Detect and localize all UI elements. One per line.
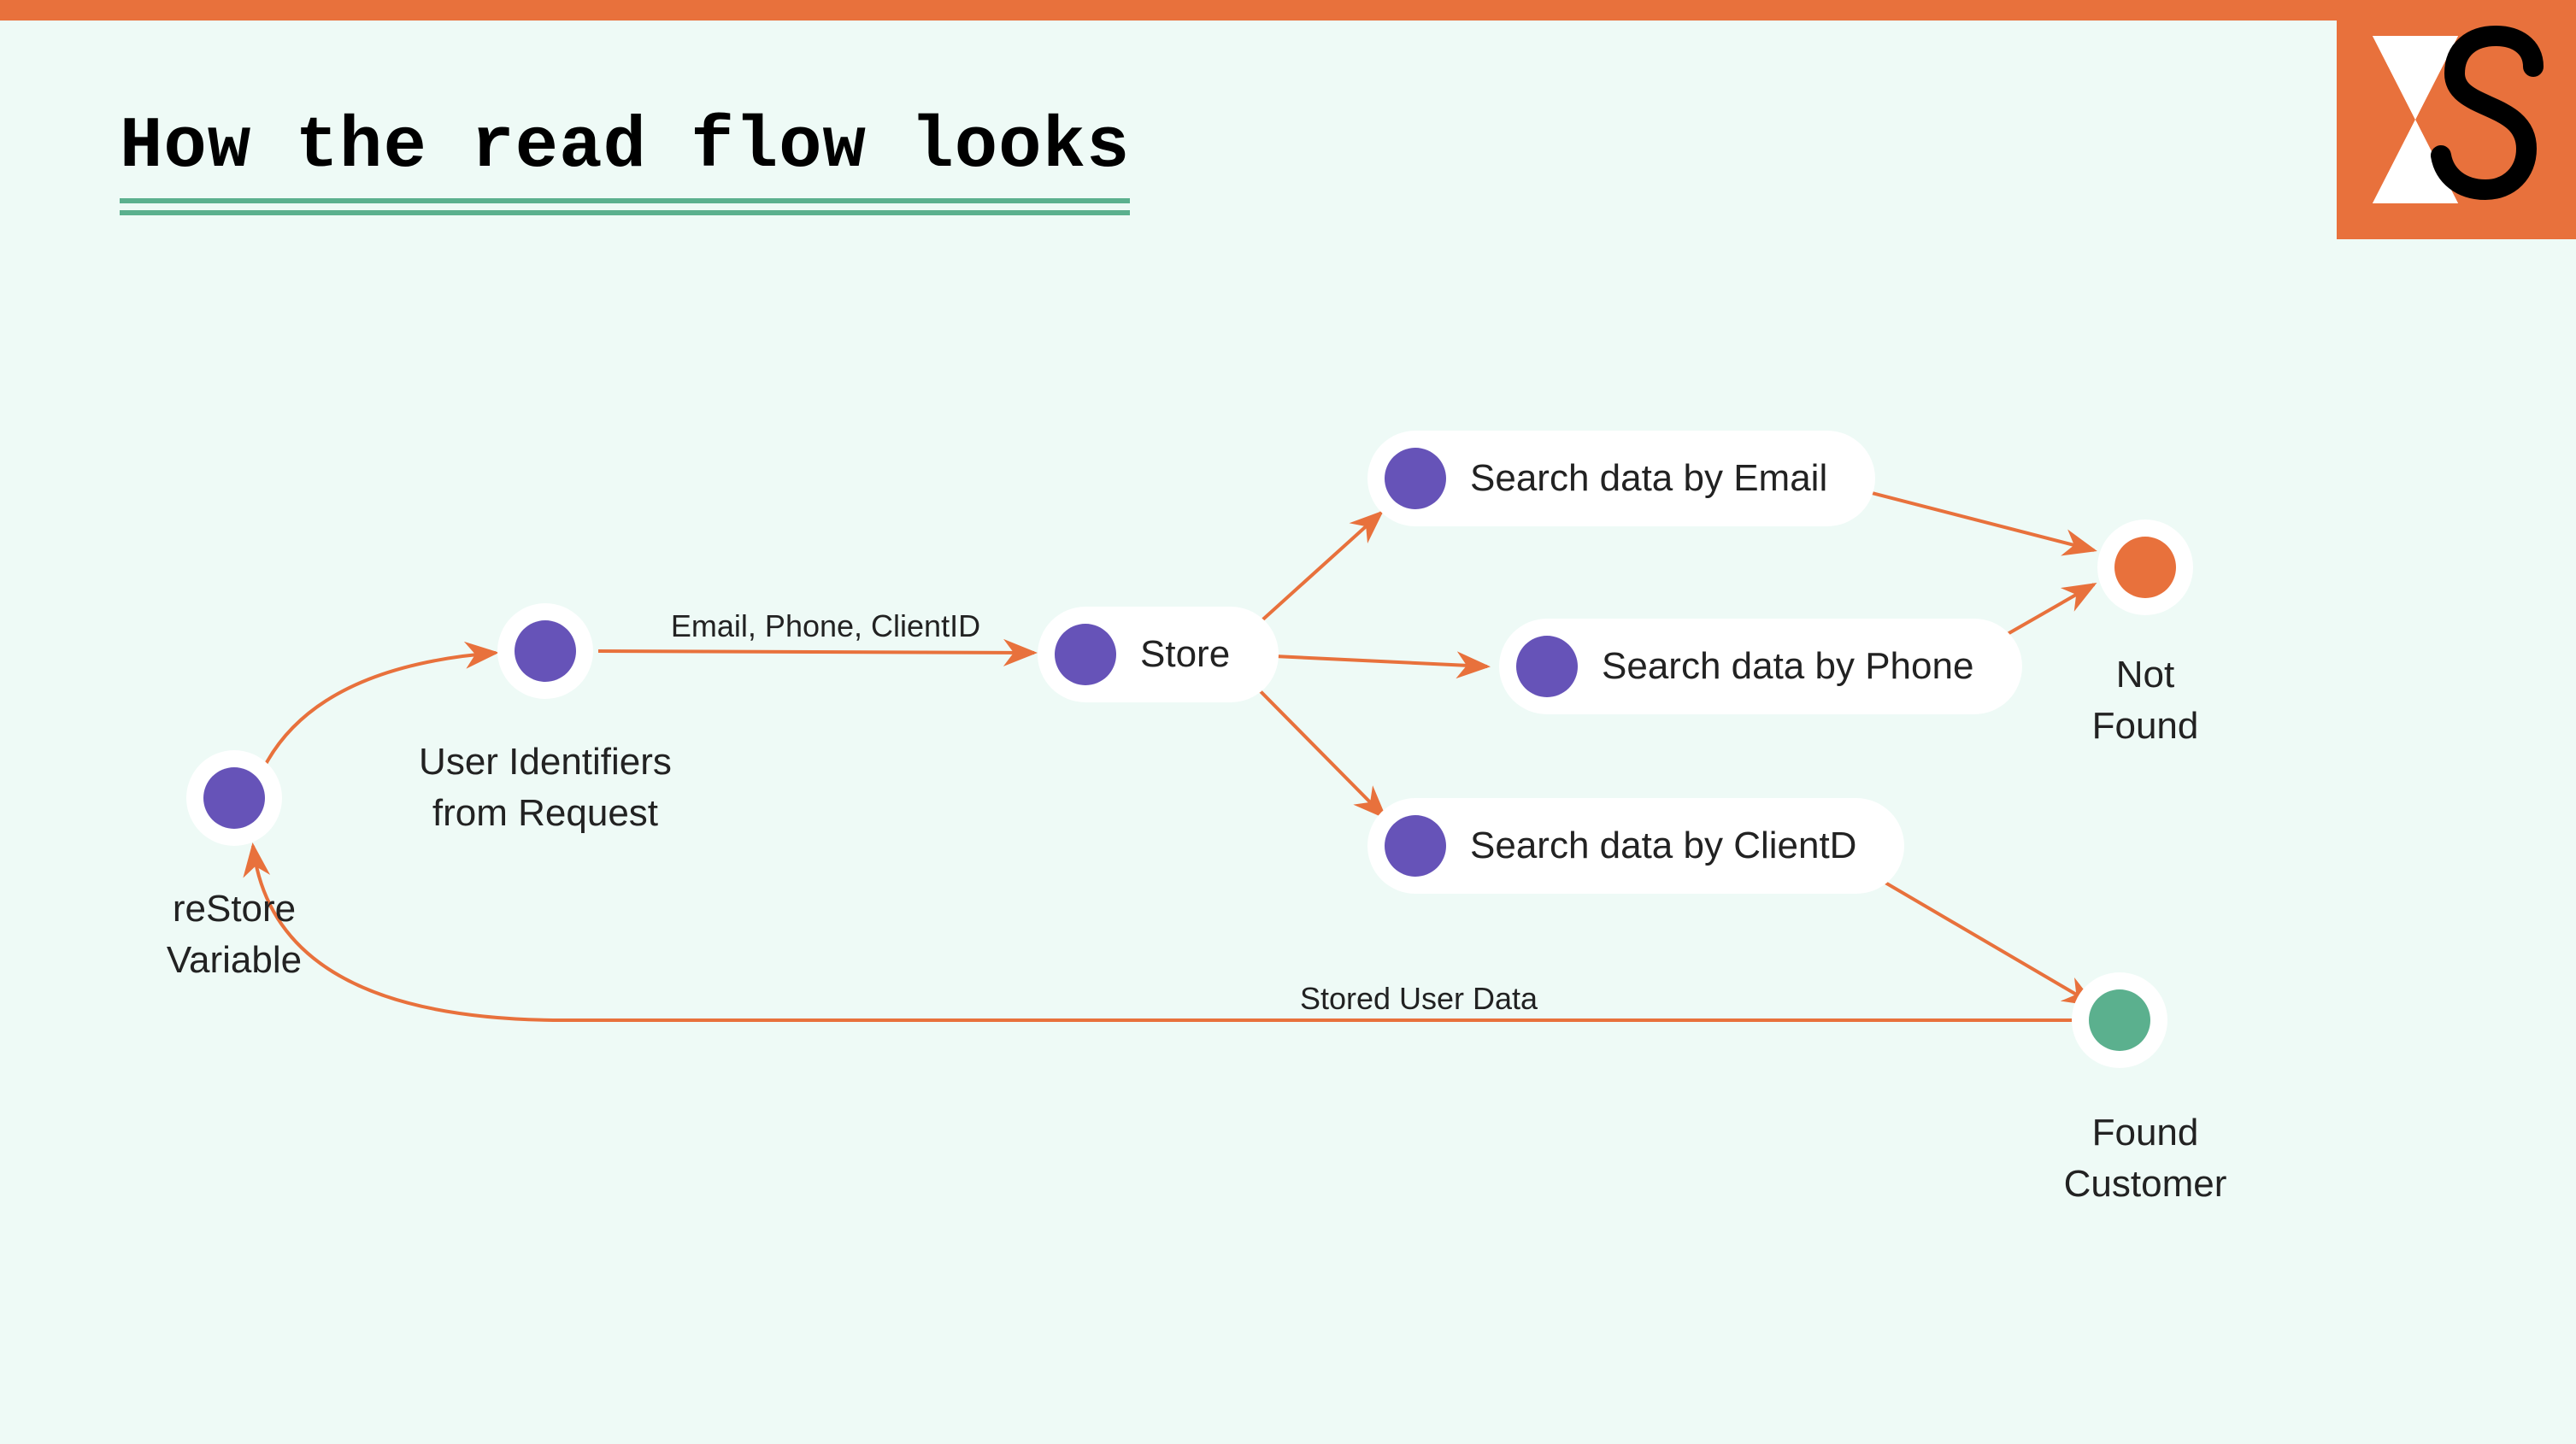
node-label: Search data by Phone — [1602, 644, 1973, 689]
slide-title: How the read flow looks — [120, 106, 1130, 215]
edge-label: Stored User Data — [1300, 982, 1538, 1018]
node-dot-icon — [1385, 815, 1446, 877]
top-accent-bar — [0, 0, 2576, 21]
edge-identifiers-to-store — [598, 651, 1034, 653]
node-not_found — [2097, 519, 2193, 615]
node-dot-icon — [203, 767, 265, 829]
node-dot-icon — [1516, 636, 1578, 697]
edge-search_email-to-not_found — [1829, 482, 2094, 550]
node-under-label: FoundCustomer — [2064, 1107, 2227, 1209]
node-dot-icon — [515, 620, 576, 682]
edges-layer — [0, 0, 2576, 1444]
hourglass-s-icon — [2362, 26, 2550, 214]
node-label: Search data by ClientD — [1470, 824, 1856, 868]
edge-store-to-search_clientd — [1239, 670, 1385, 817]
edge-search_phone-to-not_found — [1966, 584, 2094, 658]
node-label: Store — [1140, 632, 1230, 677]
edge-label: Email, Phone, ClientID — [671, 609, 980, 645]
edge-found-to-restore — [253, 846, 2077, 1020]
edge-store-to-search_phone — [1239, 654, 1487, 666]
node-dot-icon — [1385, 448, 1446, 509]
node-dot-icon — [1055, 624, 1116, 685]
flow-diagram: Store Search data by Email Search data by … — [0, 0, 2576, 1444]
node-label: Search data by Email — [1470, 456, 1827, 501]
node-restore — [186, 750, 282, 846]
node-dot-icon — [2089, 989, 2150, 1051]
node-search_email: Search data by Email — [1367, 431, 1875, 526]
edge-restore-to-identifiers — [265, 653, 496, 766]
node-search_clientd: Search data by ClientD — [1367, 798, 1904, 894]
node-under-label: NotFound — [2092, 649, 2199, 751]
node-dot-icon — [2114, 537, 2176, 598]
node-search_phone: Search data by Phone — [1499, 619, 2021, 714]
edge-store-to-search_email — [1239, 513, 1381, 641]
slide-stage: How the read flow looks Store Search data… — [0, 0, 2576, 1444]
node-identifiers — [497, 603, 593, 699]
node-found — [2072, 972, 2167, 1068]
node-store: Store — [1038, 607, 1278, 702]
brand-logo — [2337, 0, 2576, 239]
node-under-label: reStoreVariable — [167, 883, 302, 985]
edge-search_clientd-to-found — [1855, 865, 2094, 1005]
node-under-label: User Identifiersfrom Request — [419, 737, 672, 838]
